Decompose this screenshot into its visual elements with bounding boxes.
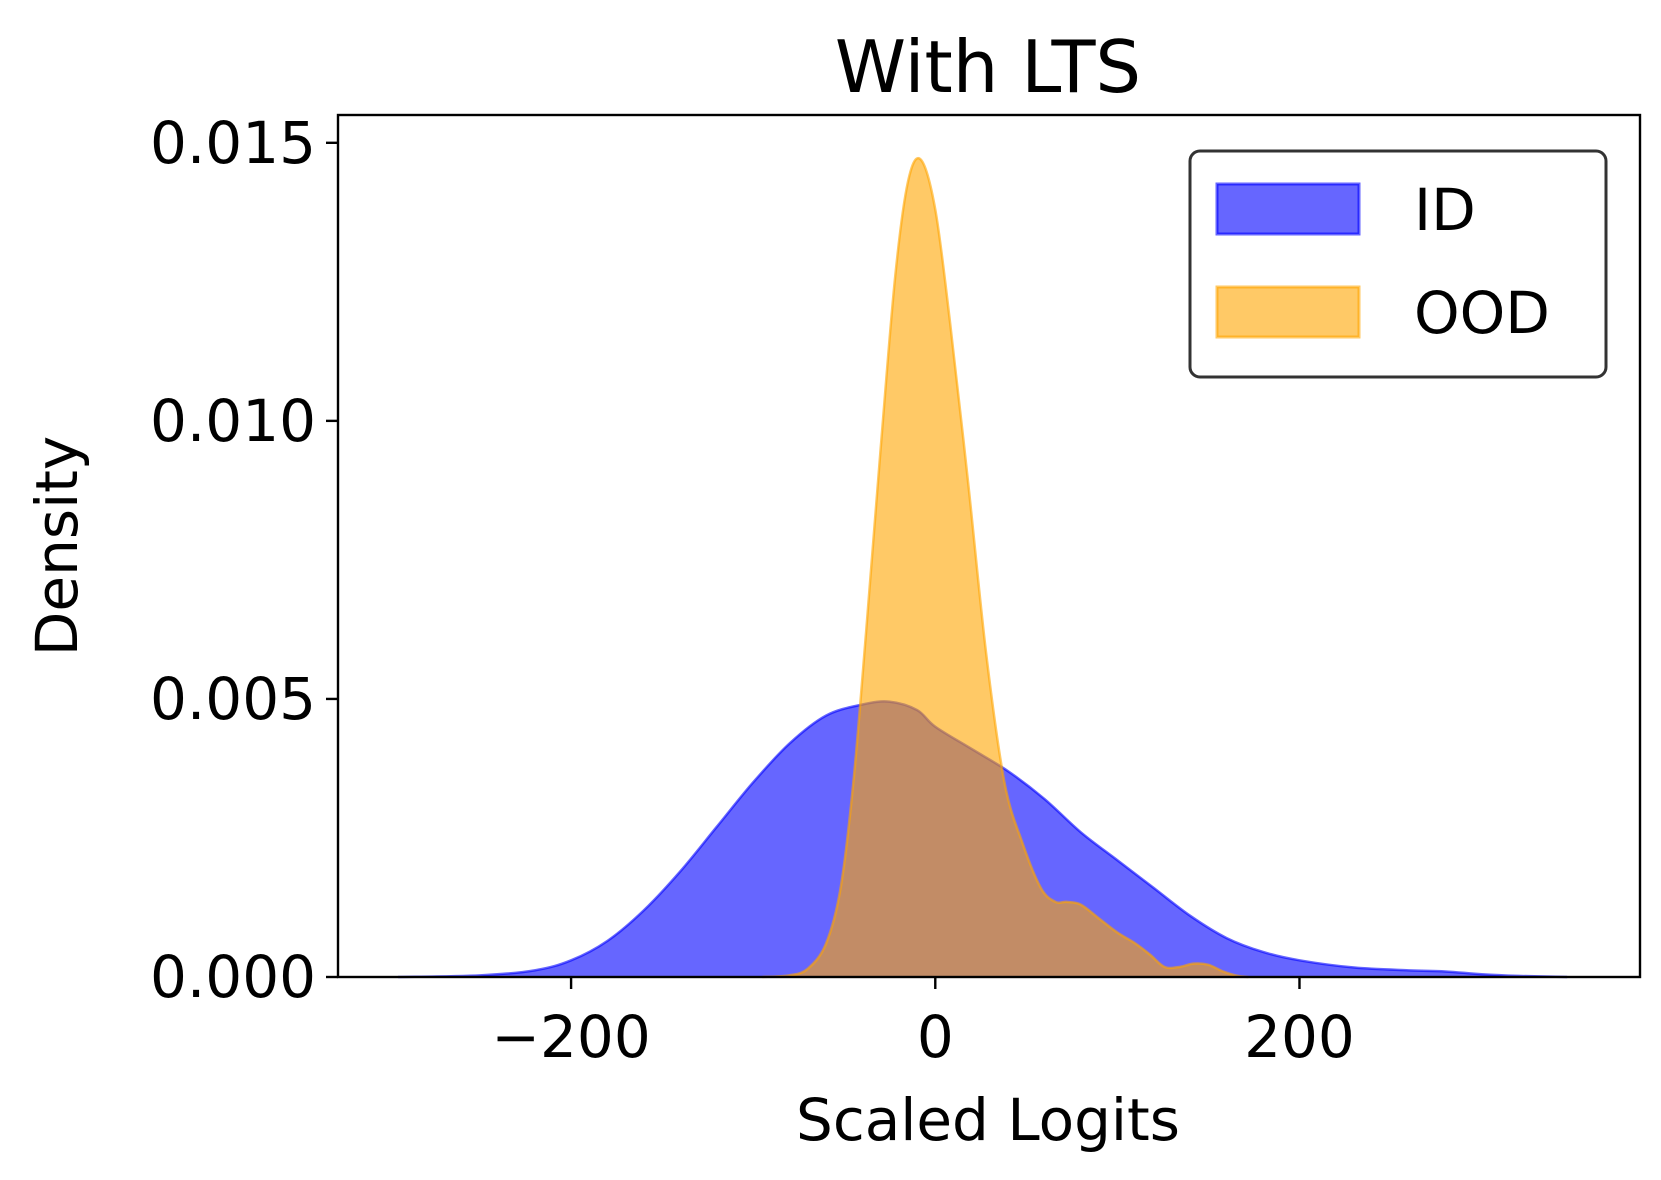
line-ood [762,157,1249,979]
x-tick-label: −200 [491,1003,650,1071]
x-axis-label: Scaled Logits [796,1086,1180,1154]
chart-title: With LTS [835,25,1141,109]
x-tick-label: 0 [917,1003,954,1071]
plot-frame [336,113,1642,979]
legend-label-id: ID [1414,176,1476,244]
x-axis: −200 0 200 [491,977,1355,1071]
y-tick-label: 0.010 [150,387,316,455]
y-axis-label: Density [23,436,91,657]
legend-swatch-ood [1215,285,1361,339]
y-tick-label: 0.015 [150,109,316,177]
y-axis: 0.000 0.005 0.010 0.015 [150,109,338,1011]
legend: ID OOD [1188,149,1608,379]
y-tick-label: 0.000 [150,943,316,1011]
area-ood [762,158,1249,977]
x-tick-label: 200 [1244,1003,1355,1071]
legend-swatch-id [1215,182,1361,236]
y-tick-label: 0.005 [150,665,316,733]
legend-label-ood: OOD [1414,279,1550,347]
